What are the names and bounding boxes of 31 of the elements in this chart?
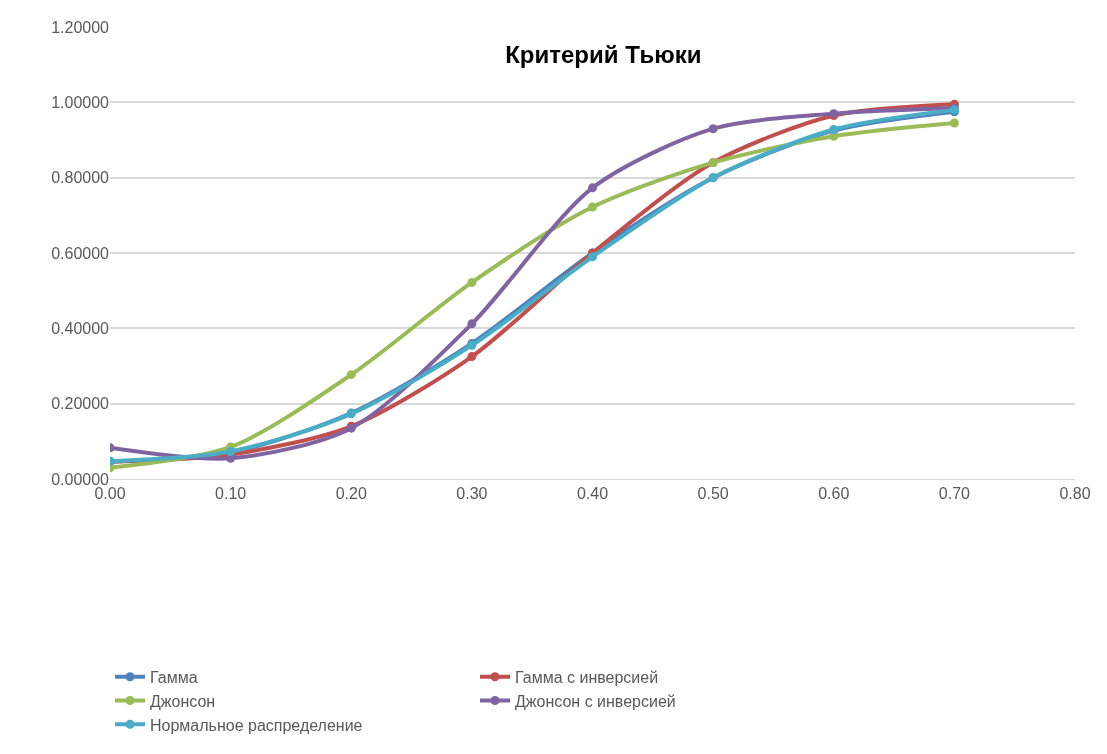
point (467, 319, 477, 329)
point (949, 118, 959, 128)
point (588, 183, 597, 193)
x-tick-label: 0.70 (938, 485, 971, 503)
x-tick-label: 0.30 (456, 485, 488, 503)
y-tick-label: 0.20000 (51, 395, 110, 413)
y-tick-label: 1.20000 (51, 18, 110, 36)
text: Критерий Тьюки (505, 41, 702, 69)
point (708, 124, 718, 134)
legend-label: Гамма (150, 668, 198, 686)
x-tick-label: 0.10 (215, 485, 247, 503)
legend-label: Джонсон (150, 692, 216, 710)
y-tick-label: 0.00000 (51, 470, 110, 488)
y-tick-label: 0.40000 (51, 319, 110, 337)
point (588, 252, 597, 262)
x-tick-label: 0.00 (94, 485, 126, 503)
x-tick-label: 0.20 (335, 485, 367, 503)
x-tick-label: 0.60 (818, 485, 850, 503)
x-tick-label: 0.80 (1059, 485, 1091, 503)
point (467, 277, 477, 287)
legend-label: Нормальное распределение (150, 716, 363, 734)
y-tick-label: 1.00000 (51, 93, 110, 111)
x-tick-label: 0.40 (576, 485, 609, 503)
x-tick-label: 0.50 (697, 485, 729, 503)
point (346, 370, 356, 380)
y-tick-label: 0.60000 (51, 244, 110, 262)
point (588, 202, 597, 212)
legend-label: Гамма с инверсией (515, 668, 659, 686)
y-tick-label: 0.80000 (51, 169, 110, 187)
legend-label: Джонсон с инверсией (515, 692, 676, 710)
point (467, 352, 477, 362)
